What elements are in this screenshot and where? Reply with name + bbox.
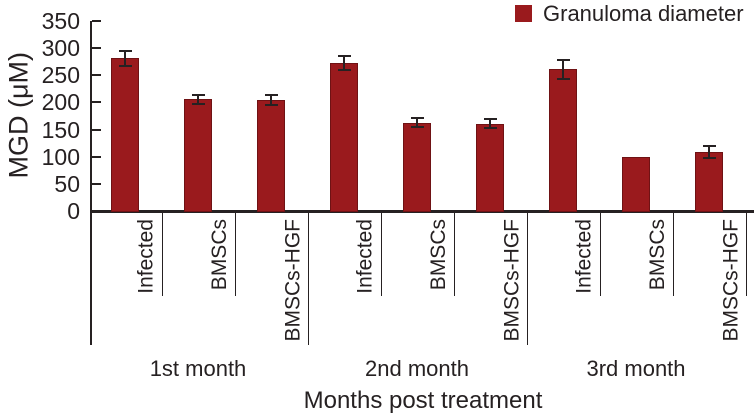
error-bar-cap-bottom: [118, 64, 132, 67]
x-tick-mark: [745, 213, 748, 296]
x-tick-mark: [599, 213, 602, 296]
y-tick-mark: [92, 74, 101, 77]
y-tick-label: 250: [41, 62, 80, 89]
group-label-2nd-month: 2nd month: [365, 356, 469, 381]
bar-2nd-month-BMSCs-HGF: [476, 123, 504, 212]
error-bar-cap-top: [410, 117, 424, 120]
category-label-Infected: Infected: [573, 219, 596, 294]
group-label-3rd-month: 3rd month: [586, 356, 686, 381]
error-bar-cap-top: [264, 94, 278, 97]
y-tick-label: 200: [41, 89, 80, 116]
x-tick-mark: [161, 213, 164, 296]
category-label-Infected: Infected: [354, 219, 377, 294]
bar-3rd-month-Infected: [549, 69, 577, 212]
x-axis-title: Months post treatment: [303, 387, 543, 414]
error-bar-cap-bottom: [702, 156, 716, 159]
x-tick-mark: [526, 213, 529, 345]
category-label-Infected: Infected: [135, 219, 158, 294]
error-bar-line: [343, 55, 345, 70]
y-tick-mark: [92, 128, 101, 131]
error-bar-cap-bottom: [191, 102, 205, 105]
y-tick-mark: [92, 47, 101, 50]
bar-3rd-month-BMSCs: [622, 156, 650, 212]
y-tick-label: 350: [41, 8, 80, 34]
y-tick-label: 0: [67, 198, 80, 224]
legend: Granuloma diameter: [512, 0, 754, 28]
error-bar-cap-bottom: [264, 104, 278, 107]
legend-label: Granuloma diameter: [543, 1, 744, 26]
x-tick-mark: [672, 213, 675, 296]
x-tick-mark: [453, 213, 456, 296]
error-bar-cap-bottom: [483, 126, 497, 129]
error-bar-cap-top: [702, 144, 716, 147]
legend-swatch-icon: [515, 5, 532, 22]
bar-2nd-month-BMSCs: [403, 122, 431, 212]
x-tick-mark: [307, 213, 310, 345]
error-bar-cap-top: [556, 59, 570, 62]
error-bar-line: [270, 95, 272, 106]
category-label-BMSCs-HGF: BMSCs-HGF: [719, 219, 742, 342]
error-bar-cap-top: [483, 118, 497, 121]
y-tick-label: 150: [41, 116, 80, 143]
error-bar-cap-top: [337, 54, 351, 57]
error-bar-cap-top: [118, 50, 132, 53]
category-label-BMSCs-HGF: BMSCs-HGF: [500, 219, 523, 342]
error-bar-line: [708, 145, 710, 158]
error-bar-line: [124, 51, 126, 66]
error-bar-line: [489, 119, 491, 128]
bar-2nd-month-Infected: [330, 62, 358, 212]
x-tick-mark: [234, 213, 237, 296]
y-axis-line: [90, 21, 92, 345]
bar-1st-month-Infected: [111, 58, 139, 212]
category-label-BMSCs: BMSCs: [427, 219, 450, 291]
error-bar-line: [562, 60, 564, 79]
y-tick-label: 50: [54, 170, 80, 197]
y-tick-mark: [92, 101, 101, 104]
y-tick-mark: [92, 155, 101, 158]
y-tick-label: 300: [41, 35, 80, 62]
error-bar-cap-bottom: [556, 77, 570, 80]
y-tick-mark: [92, 182, 101, 185]
error-bar-cap-top: [191, 93, 205, 96]
bar-1st-month-BMSCs: [184, 99, 212, 212]
error-bar-cap-bottom: [410, 125, 424, 128]
y-tick-label: 100: [41, 143, 80, 170]
error-bar-cap-bottom: [337, 68, 351, 71]
error-bar-line: [416, 118, 418, 127]
group-label-1st-month: 1st month: [149, 356, 247, 381]
x-tick-mark: [380, 213, 383, 296]
bar-1st-month-BMSCs-HGF: [257, 100, 285, 212]
y-tick-mark: [92, 20, 101, 22]
category-label-BMSCs: BMSCs: [208, 219, 231, 291]
bar-3rd-month-BMSCs-HGF: [695, 151, 723, 212]
category-label-BMSCs: BMSCs: [646, 219, 669, 291]
error-bar-line: [197, 94, 199, 104]
category-label-BMSCs-HGF: BMSCs-HGF: [281, 219, 304, 342]
